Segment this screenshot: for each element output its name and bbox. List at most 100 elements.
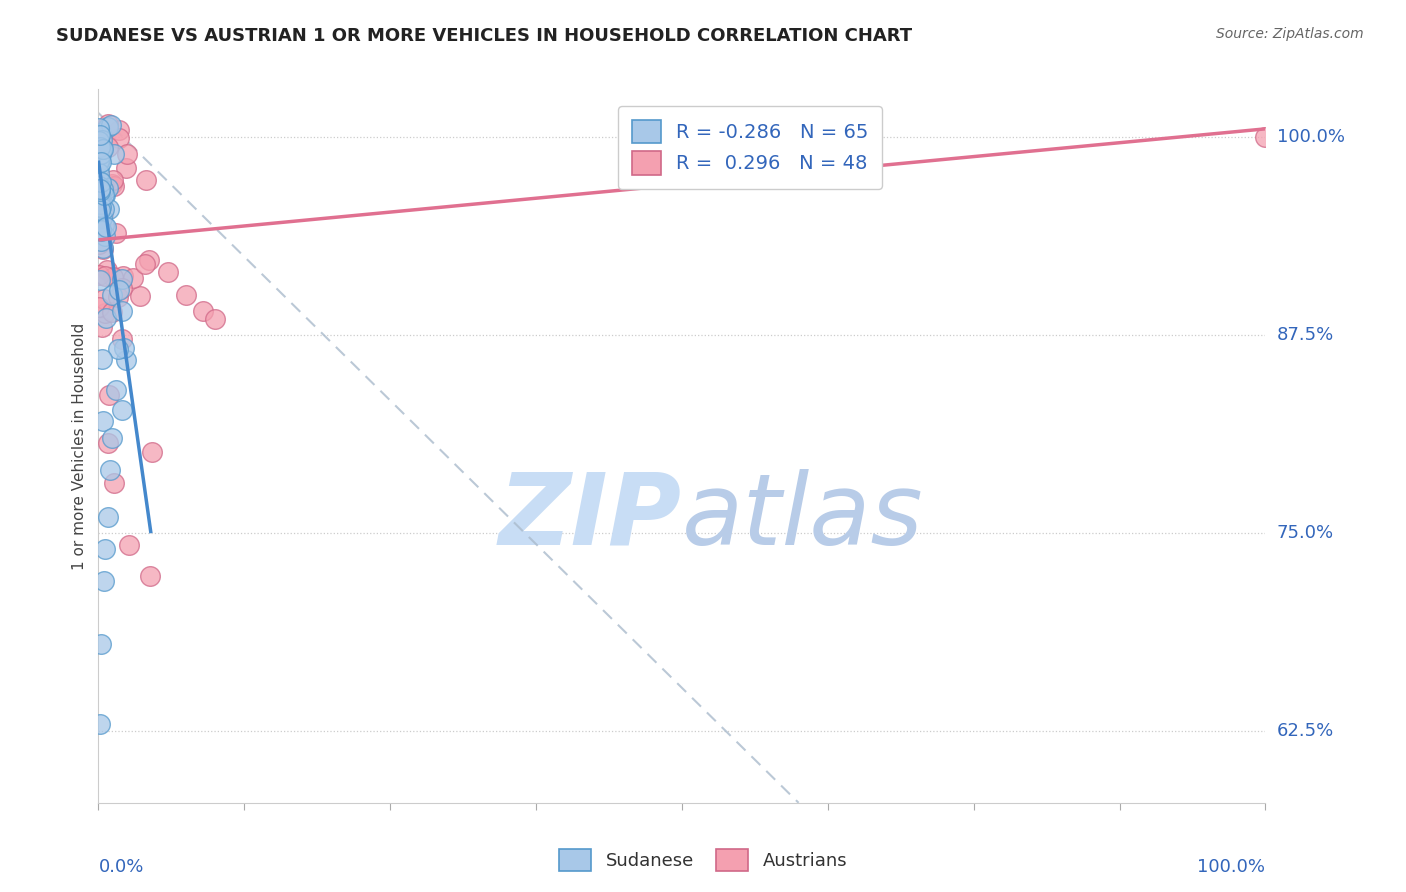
Point — [91, 207, 114, 221]
Point — [91, 241, 114, 255]
Point — [174, 288, 197, 302]
Point — [100, 119, 122, 133]
Point — [89, 219, 111, 233]
Point — [204, 312, 226, 326]
Point — [93, 179, 115, 194]
Text: Source: ZipAtlas.com: Source: ZipAtlas.com — [1216, 27, 1364, 41]
Point — [90, 143, 112, 157]
Point — [101, 431, 124, 445]
Point — [141, 444, 163, 458]
Point — [122, 271, 145, 285]
Point — [90, 188, 112, 202]
Point — [97, 181, 120, 195]
Point — [89, 184, 111, 198]
Point — [89, 273, 111, 287]
Text: 87.5%: 87.5% — [1277, 326, 1334, 344]
Point — [90, 146, 112, 161]
Point — [90, 129, 112, 144]
Point — [97, 117, 120, 131]
Point — [87, 165, 110, 179]
Point — [91, 320, 114, 334]
Point — [157, 264, 180, 278]
Point — [93, 188, 115, 202]
Point — [91, 414, 114, 428]
Point — [111, 304, 134, 318]
Legend: Sudanese, Austrians: Sudanese, Austrians — [551, 842, 855, 879]
Point — [111, 269, 134, 284]
Point — [93, 202, 115, 216]
Point — [98, 388, 121, 402]
Point — [135, 173, 157, 187]
Point — [87, 300, 110, 314]
Point — [98, 463, 121, 477]
Point — [104, 384, 127, 398]
Point — [90, 234, 112, 248]
Point — [90, 187, 112, 202]
Point — [91, 182, 114, 196]
Y-axis label: 1 or more Vehicles in Household: 1 or more Vehicles in Household — [72, 322, 87, 570]
Point — [89, 174, 111, 188]
Point — [101, 269, 124, 284]
Point — [89, 195, 111, 210]
Point — [98, 202, 121, 216]
Point — [89, 716, 111, 731]
Point — [89, 120, 111, 135]
Point — [90, 224, 112, 238]
Point — [193, 304, 215, 318]
Point — [111, 403, 134, 417]
Point — [89, 205, 111, 219]
Point — [89, 154, 111, 169]
Point — [91, 142, 114, 156]
Point — [111, 281, 134, 295]
Point — [90, 223, 112, 237]
Point — [94, 229, 117, 244]
Point — [94, 542, 117, 557]
Point — [108, 130, 131, 145]
Point — [114, 161, 136, 175]
Point — [89, 179, 111, 194]
Point — [96, 310, 118, 325]
Point — [129, 289, 152, 303]
Point — [93, 292, 115, 306]
Point — [108, 283, 131, 297]
Point — [103, 146, 125, 161]
Point — [97, 139, 120, 153]
Point — [100, 177, 122, 191]
Point — [118, 538, 141, 552]
Point — [134, 257, 156, 271]
Point — [89, 140, 111, 154]
Point — [90, 133, 112, 147]
Text: 0.0%: 0.0% — [98, 858, 143, 876]
Point — [96, 263, 118, 277]
Point — [107, 290, 129, 304]
Point — [103, 476, 125, 491]
Point — [89, 202, 111, 217]
Point — [1254, 129, 1277, 144]
Point — [87, 161, 110, 175]
Point — [108, 123, 131, 137]
Point — [89, 128, 111, 143]
Point — [97, 510, 120, 524]
Point — [117, 147, 139, 161]
Point — [94, 219, 117, 234]
Point — [90, 126, 112, 140]
Point — [114, 353, 136, 368]
Point — [89, 197, 111, 211]
Point — [111, 332, 134, 346]
Point — [89, 153, 111, 167]
Point — [89, 151, 111, 165]
Point — [93, 269, 115, 284]
Point — [93, 574, 115, 588]
Point — [87, 174, 110, 188]
Point — [105, 226, 128, 240]
Point — [87, 236, 110, 251]
Point — [90, 200, 112, 214]
Point — [93, 218, 115, 232]
Point — [97, 120, 120, 134]
Text: 100.0%: 100.0% — [1277, 128, 1344, 145]
Point — [94, 306, 117, 320]
Text: 75.0%: 75.0% — [1277, 524, 1334, 542]
Text: SUDANESE VS AUSTRIAN 1 OR MORE VEHICLES IN HOUSEHOLD CORRELATION CHART: SUDANESE VS AUSTRIAN 1 OR MORE VEHICLES … — [56, 27, 912, 45]
Point — [107, 342, 129, 356]
Point — [90, 174, 112, 188]
